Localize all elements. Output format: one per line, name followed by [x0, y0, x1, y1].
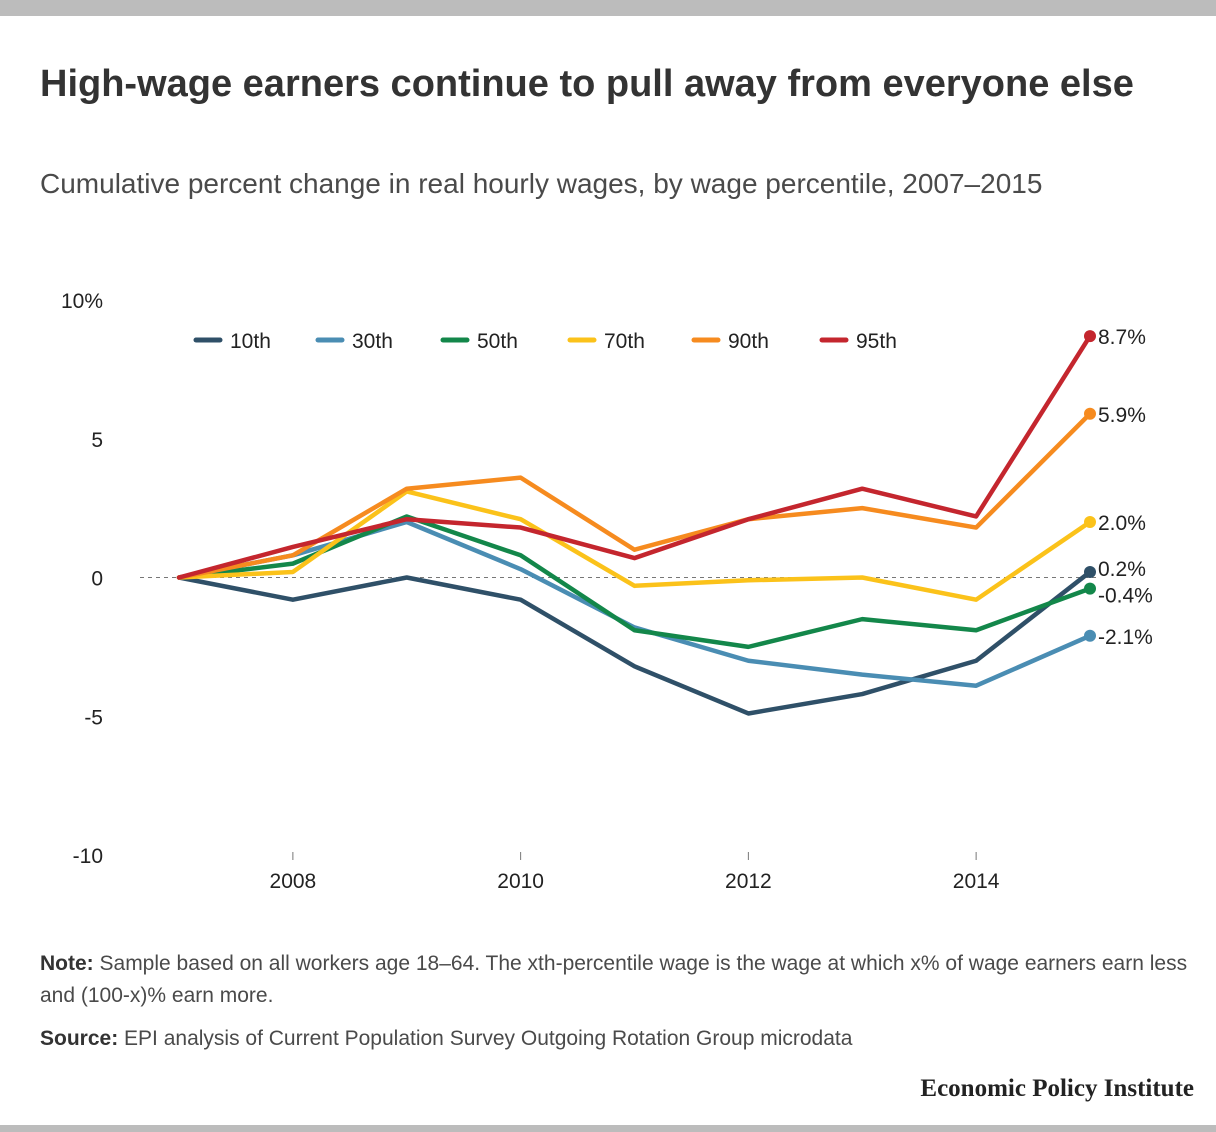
line-chart: 10% 5 0 -5 -10 2008 2010 2012 2014 10th 30th 50th 7… [61, 290, 1153, 893]
legend-label: 70th [604, 330, 645, 353]
series-end-dot-10th [1084, 565, 1096, 578]
end-label-10th: 0.2% [1098, 558, 1146, 581]
bottom-border [0, 1125, 1216, 1132]
chart-subtitle: Cumulative percent change in real hourly… [40, 168, 1043, 199]
chart-series [176, 330, 1096, 716]
x-tick-label: 2012 [725, 870, 772, 893]
y-tick-label: 5 [91, 429, 103, 452]
series-end-dot-50th [1084, 582, 1096, 595]
y-tick-label: -5 [84, 706, 103, 729]
series-line-90th [176, 411, 1093, 580]
top-border [0, 0, 1216, 16]
series-line-50th [176, 514, 1093, 650]
chart-source: Source: EPI analysis of Current Populati… [40, 1023, 1190, 1055]
legend-label: 10th [230, 330, 271, 353]
legend-label: 30th [352, 330, 393, 353]
series-line-30th [176, 519, 1093, 688]
chart-legend: 10th 30th 50th 70th 90th 95th [193, 330, 897, 353]
chart-title: High-wage earners continue to pull away … [40, 63, 1134, 105]
chart-note: Note: Sample based on all workers age 18… [40, 948, 1190, 1012]
series-end-dot-90th [1084, 407, 1096, 420]
end-label-30th: -2.1% [1098, 626, 1153, 649]
end-label-95th: 8.7% [1098, 326, 1146, 349]
x-tick-label: 2010 [497, 870, 544, 893]
x-tick-label: 2014 [953, 870, 1000, 893]
note-text: Sample based on all workers age 18–64. T… [40, 952, 1188, 1007]
y-tick-label: 0 [91, 568, 103, 591]
chart-axes: 10% 5 0 -5 -10 2008 2010 2012 2014 [61, 290, 1098, 893]
y-tick-label: -10 [73, 845, 103, 868]
series-line-10th [176, 569, 1093, 716]
y-tick-label: 10% [61, 290, 103, 313]
x-tick-label: 2008 [270, 870, 317, 893]
series-line-95th [176, 333, 1093, 580]
chart-end-labels: 0.2% -2.1% -0.4% 2.0% 5.9% 8.7% [1098, 326, 1153, 649]
source-label: Source: [40, 1027, 119, 1050]
series-end-dot-30th [1084, 629, 1096, 642]
end-label-90th: 5.9% [1098, 404, 1146, 427]
series-end-dot-95th [1084, 330, 1096, 343]
legend-label: 50th [477, 330, 518, 353]
end-label-70th: 2.0% [1098, 512, 1146, 535]
source-text: EPI analysis of Current Population Surve… [118, 1027, 853, 1050]
legend-label: 95th [856, 330, 897, 353]
series-end-dot-70th [1084, 516, 1096, 528]
end-label-50th: -0.4% [1098, 585, 1153, 608]
note-label: Note: [40, 952, 94, 975]
legend-label: 90th [728, 330, 769, 353]
series-line-70th [176, 489, 1093, 602]
publisher-logo: Economic Policy Institute [920, 1075, 1194, 1102]
